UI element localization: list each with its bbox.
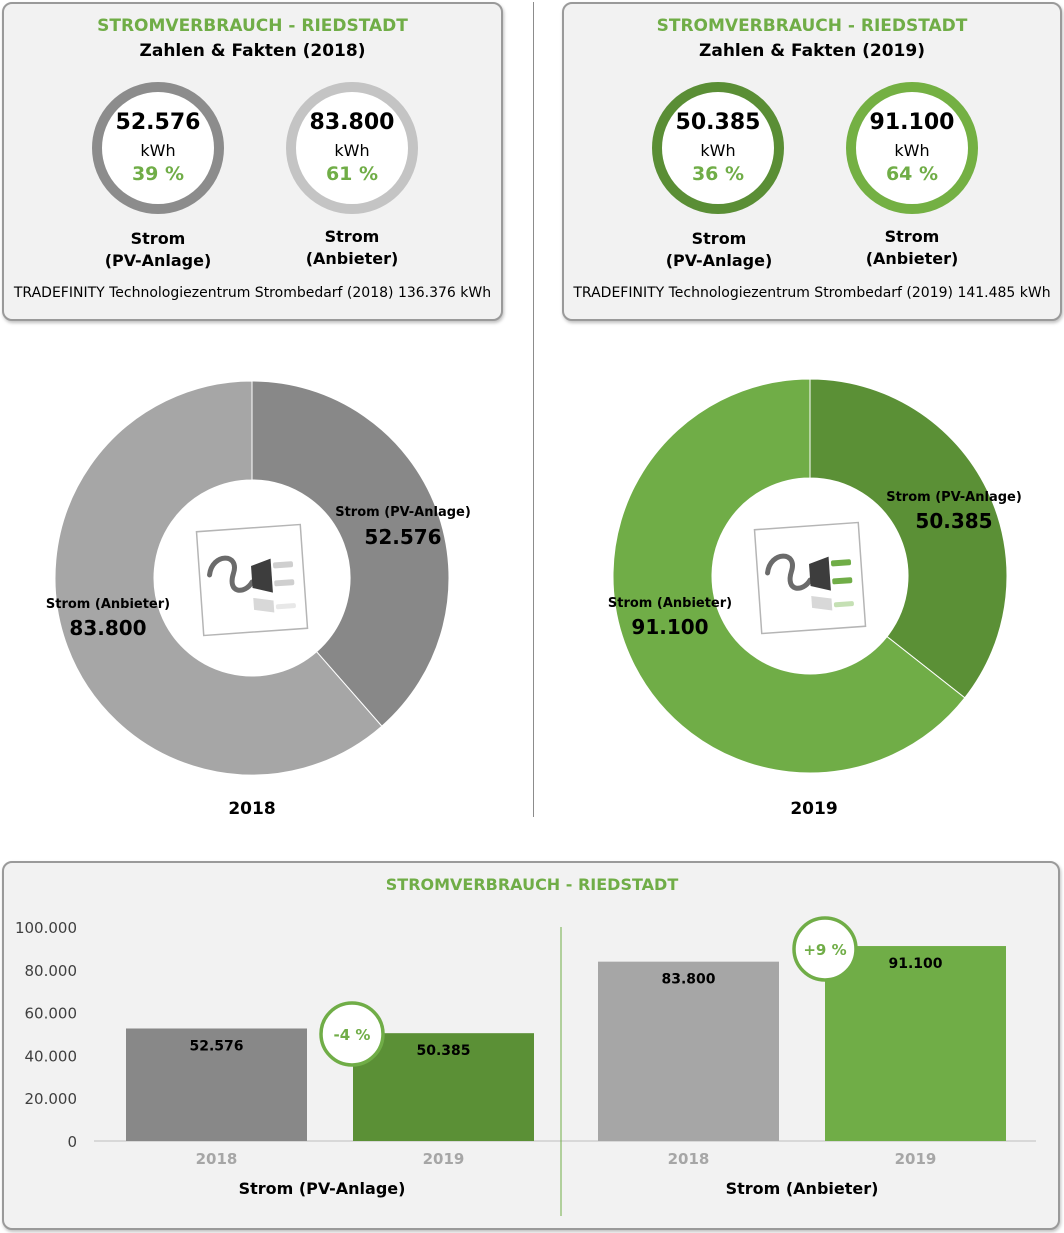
summary-card-2019: STROMVERBRAUCH - RIEDSTADT Zahlen & Fakt… <box>562 2 1062 321</box>
x-tick-label: 2018 <box>196 1150 238 1168</box>
ring-percent: 61 % <box>325 163 379 185</box>
ring-label-anbieter-2018: Strom (Anbieter) <box>272 226 432 270</box>
y-tick-label: 40.000 <box>25 1047 78 1065</box>
bar-value-label: 91.100 <box>888 956 942 972</box>
x-tick-label: 2019 <box>423 1150 465 1168</box>
ring-label-pv-2019: Strom (PV-Anlage) <box>639 228 799 272</box>
ring-value: 83.800 <box>309 110 395 135</box>
ring-pv-2018: 52.576 kWh 39 % <box>92 82 224 214</box>
ring-label-line1: Strom <box>324 227 380 246</box>
change-badge-label: -4 % <box>334 1026 371 1044</box>
plug-icon-pin <box>274 579 295 587</box>
ring-unit: kWh <box>334 141 370 160</box>
plug-icon-reflection-pin <box>833 601 854 608</box>
bar-value-label: 83.800 <box>661 972 715 988</box>
donut-slice-label: Strom (Anbieter) <box>608 596 732 611</box>
ring-label-line2: (PV-Anlage) <box>665 251 773 270</box>
donut-slice-label: Strom (Anbieter) <box>46 597 170 612</box>
donut-value-label: 52.576 <box>364 525 441 549</box>
y-tick-label: 60.000 <box>25 1005 78 1023</box>
ring-value: 52.576 <box>115 110 201 135</box>
ring-value: 91.100 <box>869 110 955 135</box>
plug-icon-reflection <box>253 597 275 613</box>
bar-chart: STROMVERBRAUCH - RIEDSTADT 0 20.000 40.000 6… <box>15 875 1036 1216</box>
plug-icon-cable <box>765 553 813 591</box>
plug-icon-pin <box>832 577 853 585</box>
group-label: Strom (Anbieter) <box>726 1179 879 1198</box>
card-subtitle: Zahlen & Fakten (2019) <box>699 41 925 61</box>
card-title: STROMVERBRAUCH - RIEDSTADT <box>656 16 968 36</box>
card-subtitle: Zahlen & Fakten (2018) <box>139 41 366 61</box>
plug-icon-pin <box>272 561 294 569</box>
plug-icon-reflection-pin <box>275 603 296 610</box>
ring-anbieter-2019: 91.100 kWh 64 % <box>846 82 978 214</box>
column-divider <box>533 2 534 817</box>
ring-label-line1: Strom <box>691 229 747 248</box>
donut-slice-label: Strom (PV-Anlage) <box>886 490 1022 505</box>
plug-icon-body <box>251 558 273 593</box>
donut-value-label: 83.800 <box>69 616 146 640</box>
ring-value: 50.385 <box>675 110 761 135</box>
ring-label-line2: (Anbieter) <box>305 249 399 268</box>
donut-chart-2018: Strom (PV-Anlage) 52.576 Strom (Anbieter) 8… <box>46 380 471 776</box>
x-tick-label: 2018 <box>668 1150 710 1168</box>
y-tick-label: 80.000 <box>25 962 78 980</box>
ring-label-line2: (Anbieter) <box>865 249 959 268</box>
donut-slice-label: Strom (PV-Anlage) <box>335 505 471 520</box>
change-badge <box>319 1001 385 1067</box>
donut-slice <box>54 380 383 776</box>
ring-unit: kWh <box>894 141 930 160</box>
bar <box>598 961 779 1141</box>
ring-label-line1: Strom <box>130 229 186 248</box>
plug-icon-cable <box>207 555 255 593</box>
y-tick-label: 100.000 <box>15 919 77 937</box>
donut-value-label: 91.100 <box>631 615 708 639</box>
card-title: STROMVERBRAUCH - RIEDSTADT <box>97 16 408 36</box>
ring-anbieter-2018: 83.800 kWh 61 % <box>286 82 418 214</box>
change-badge <box>792 916 858 982</box>
ring-label-pv-2018: Strom (PV-Anlage) <box>78 228 238 272</box>
donut-caption-2019: 2019 <box>790 799 838 819</box>
bar <box>825 946 1006 1141</box>
card-footer: TRADEFINITY Technologiezentrum Strombeda… <box>13 285 492 301</box>
y-tick-label: 0 <box>67 1133 77 1151</box>
bar-value-label: 50.385 <box>416 1043 470 1059</box>
bar-chart-title: STROMVERBRAUCH - RIEDSTADT <box>386 875 679 894</box>
plug-icon-reflection <box>811 595 833 611</box>
card-footer: TRADEFINITY Technologiezentrum Strombeda… <box>573 285 1051 301</box>
ring-percent: 39 % <box>131 163 185 185</box>
change-badge-label: +9 % <box>803 941 846 959</box>
ring-label-anbieter-2019: Strom (Anbieter) <box>832 226 992 270</box>
ring-percent: 36 % <box>691 163 745 185</box>
donut-chart-2019: Strom (PV-Anlage) 50.385 Strom (Anbieter) 9… <box>608 378 1022 774</box>
bar <box>353 1033 534 1141</box>
plug-icon <box>753 521 867 635</box>
group-label: Strom (PV-Anlage) <box>239 1179 406 1198</box>
donut-caption-2018: 2018 <box>228 799 276 819</box>
x-tick-label: 2019 <box>895 1150 937 1168</box>
plug-icon <box>195 523 309 637</box>
plug-icon-pin <box>830 559 852 567</box>
donut-slice <box>809 378 1008 699</box>
donut-slice <box>612 378 966 774</box>
ring-pv-2019: 50.385 kWh 36 % <box>652 82 784 214</box>
ring-label-line2: (PV-Anlage) <box>104 251 212 270</box>
y-tick-label: 20.000 <box>25 1090 78 1108</box>
summary-card-2018: STROMVERBRAUCH - RIEDSTADT Zahlen & Fakt… <box>2 2 503 321</box>
donut-slice <box>251 380 450 727</box>
donut-value-label: 50.385 <box>915 509 992 533</box>
bar-value-label: 52.576 <box>189 1038 243 1054</box>
ring-unit: kWh <box>140 141 176 160</box>
ring-label-line1: Strom <box>884 227 940 246</box>
bar <box>126 1028 307 1141</box>
ring-percent: 64 % <box>885 163 939 185</box>
ring-unit: kWh <box>700 141 736 160</box>
plug-icon-body <box>809 556 831 591</box>
